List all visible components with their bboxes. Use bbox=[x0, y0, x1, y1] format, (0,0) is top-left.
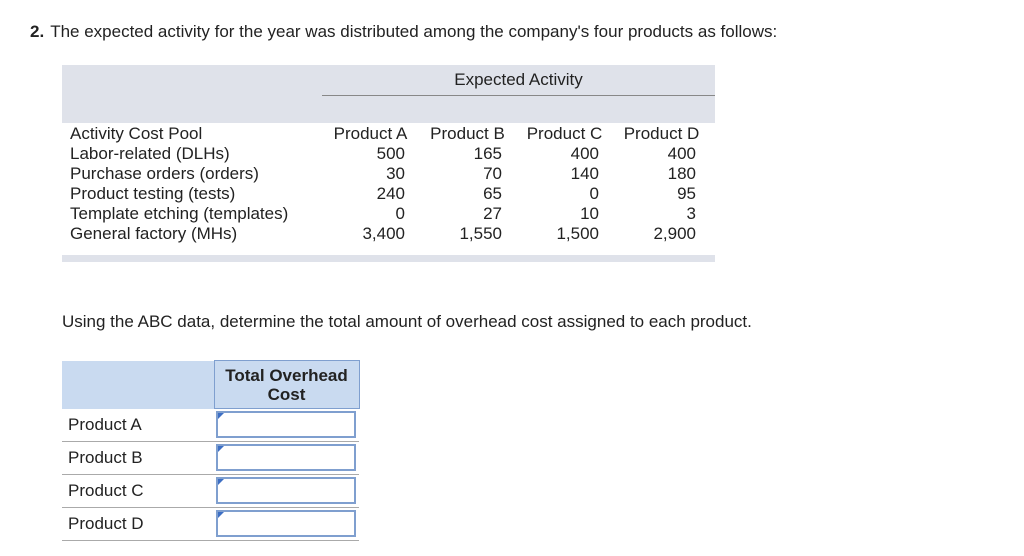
question-number: 2. bbox=[30, 22, 44, 41]
activity-row: Product testing (tests) 240 65 0 95 bbox=[70, 184, 710, 204]
input-cell bbox=[214, 441, 359, 474]
cell: 0 bbox=[516, 184, 613, 204]
answer-row: Product A bbox=[62, 409, 359, 442]
activity-table: Expected Activity Activity Cost PoolProd… bbox=[62, 65, 715, 262]
cell: 3 bbox=[613, 204, 710, 224]
cell-value: 165 bbox=[474, 144, 502, 164]
group-header: Expected Activity bbox=[322, 65, 715, 96]
cell: 65 bbox=[419, 184, 516, 204]
input-cell bbox=[214, 507, 359, 540]
instruction: Using the ABC data, determine the total … bbox=[62, 312, 752, 332]
column-header: Product B bbox=[419, 124, 516, 144]
column-header: Activity Cost Pool bbox=[70, 124, 322, 144]
answer-table: Total Overhead Cost Product AProduct BPr… bbox=[62, 360, 360, 541]
header-blank bbox=[62, 361, 214, 409]
input-cell bbox=[214, 409, 359, 442]
cell: 180 bbox=[613, 164, 710, 184]
cell: 140 bbox=[516, 164, 613, 184]
column-header: Product D bbox=[613, 124, 710, 144]
row-label: Purchase orders (orders) bbox=[70, 164, 322, 184]
cell-value: 0 bbox=[590, 184, 599, 204]
activity-row: Labor-related (DLHs) 500 165 400 400 bbox=[70, 144, 710, 164]
cell-value: 2,900 bbox=[653, 224, 696, 244]
answer-input[interactable] bbox=[216, 411, 356, 438]
cell: 500 bbox=[322, 144, 419, 164]
cell: 2,900 bbox=[613, 224, 710, 244]
input-cell bbox=[214, 474, 359, 507]
cell-value: 10 bbox=[580, 204, 599, 224]
cell: 3,400 bbox=[322, 224, 419, 244]
answer-row: Product C bbox=[62, 474, 359, 507]
cell: 165 bbox=[419, 144, 516, 164]
answer-header-row: Total Overhead Cost bbox=[62, 361, 359, 409]
answer-input[interactable] bbox=[216, 510, 356, 537]
cell-value: 500 bbox=[377, 144, 405, 164]
cell: 30 bbox=[322, 164, 419, 184]
row-label: Product C bbox=[62, 474, 214, 507]
cell: 1,500 bbox=[516, 224, 613, 244]
cell-value: 3 bbox=[687, 204, 696, 224]
row-label: Labor-related (DLHs) bbox=[70, 144, 322, 164]
activity-grid: Activity Cost PoolProduct AProduct BProd… bbox=[70, 124, 710, 244]
row-label: Product A bbox=[62, 409, 214, 442]
activity-row: Purchase orders (orders) 30 70 140 180 bbox=[70, 164, 710, 184]
row-label: General factory (MHs) bbox=[70, 224, 322, 244]
cell-value: 240 bbox=[377, 184, 405, 204]
cell: 400 bbox=[613, 144, 710, 164]
cell: 1,550 bbox=[419, 224, 516, 244]
activity-row: Template etching (templates) 0 27 10 3 bbox=[70, 204, 710, 224]
row-label: Product testing (tests) bbox=[70, 184, 322, 204]
column-header-row: Activity Cost PoolProduct AProduct BProd… bbox=[70, 124, 710, 144]
answer-row: Product D bbox=[62, 507, 359, 540]
cell-value: 140 bbox=[571, 164, 599, 184]
cell: 70 bbox=[419, 164, 516, 184]
cell-value: 3,400 bbox=[362, 224, 405, 244]
row-label: Product D bbox=[62, 507, 214, 540]
table-footer-bar bbox=[62, 255, 715, 262]
cell-value: 70 bbox=[483, 164, 502, 184]
column-header: Product C bbox=[516, 124, 613, 144]
cell-value: 30 bbox=[386, 164, 405, 184]
answer-row: Product B bbox=[62, 441, 359, 474]
cell: 240 bbox=[322, 184, 419, 204]
cell-value: 1,500 bbox=[556, 224, 599, 244]
cell-value: 400 bbox=[571, 144, 599, 164]
cell-value: 65 bbox=[483, 184, 502, 204]
cell: 0 bbox=[322, 204, 419, 224]
cell: 10 bbox=[516, 204, 613, 224]
answer-header: Total Overhead Cost bbox=[214, 361, 359, 409]
activity-row: General factory (MHs) 3,400 1,550 1,500 2,90… bbox=[70, 224, 710, 244]
question: 2. The expected activity for the year was… bbox=[30, 22, 777, 42]
column-header: Product A bbox=[322, 124, 419, 144]
cell-value: 400 bbox=[668, 144, 696, 164]
row-label: Product B bbox=[62, 441, 214, 474]
cell: 95 bbox=[613, 184, 710, 204]
question-text: The expected activity for the year was d… bbox=[50, 22, 777, 41]
cell-value: 95 bbox=[677, 184, 696, 204]
row-label: Template etching (templates) bbox=[70, 204, 322, 224]
cell-value: 180 bbox=[668, 164, 696, 184]
answer-input[interactable] bbox=[216, 444, 356, 471]
cell-value: 1,550 bbox=[459, 224, 502, 244]
cell-value: 0 bbox=[396, 204, 405, 224]
answer-input[interactable] bbox=[216, 477, 356, 504]
cell-value: 27 bbox=[483, 204, 502, 224]
cell: 400 bbox=[516, 144, 613, 164]
cell: 27 bbox=[419, 204, 516, 224]
